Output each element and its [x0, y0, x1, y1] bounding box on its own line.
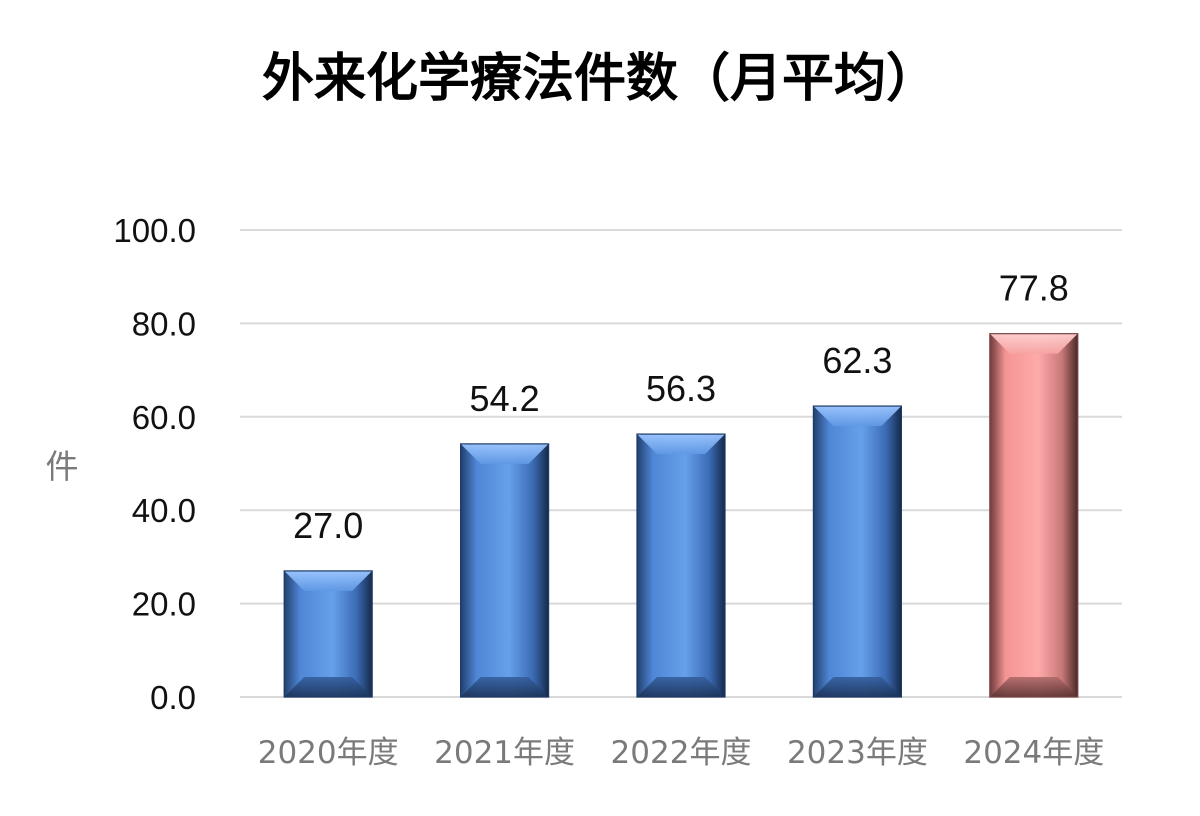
bar-body — [460, 443, 549, 697]
x-tick-label-2022年度: 2022年度 — [611, 735, 752, 771]
bar-top-bevel — [284, 570, 373, 591]
bar-top-bevel — [637, 434, 725, 455]
bar-outline — [989, 333, 1079, 698]
data-label-2024年度: 77.8 — [999, 268, 1069, 309]
bar-2022年度 — [636, 433, 726, 698]
bar-outline — [812, 405, 903, 698]
y-tick-label-1: 20.0 — [132, 586, 196, 623]
bar-2021年度 — [460, 443, 550, 698]
bar-bottom-bevel — [813, 677, 902, 697]
y-tick-label-0: 0.0 — [150, 679, 196, 716]
x-tick-label-2020年度: 2020年度 — [258, 735, 399, 771]
bar-outline — [636, 433, 726, 698]
bar-body — [637, 434, 725, 697]
bar-outline — [460, 443, 550, 698]
bar-top-bevel — [989, 333, 1078, 354]
bar-2023年度 — [812, 405, 903, 698]
bar-bottom-bevel — [460, 677, 549, 697]
chart-title: 外来化学療法件数（月平均） — [262, 49, 938, 109]
x-tick-label-2021年度: 2021年度 — [434, 735, 575, 771]
data-label-2022年度: 56.3 — [646, 368, 716, 409]
y-axis-label: 件 — [46, 447, 79, 486]
bar-bottom-bevel — [284, 677, 373, 697]
data-label-2020年度: 27.0 — [293, 505, 363, 546]
bar-top-bevel — [813, 406, 902, 427]
bar-bottom-bevel — [637, 677, 725, 697]
bar-top-bevel — [460, 443, 549, 464]
y-tick-label-5: 100.0 — [113, 212, 196, 249]
bar-2020年度 — [283, 570, 373, 698]
bar-body — [989, 333, 1078, 697]
x-tick-label-2024年度: 2024年度 — [963, 735, 1104, 771]
y-axis-ticks: 0.0 20.0 40.0 60.0 80.0 100.0 — [113, 212, 196, 716]
x-tick-label-2023年度: 2023年度 — [787, 735, 928, 771]
bar-outline — [283, 570, 373, 698]
y-tick-label-2: 40.0 — [132, 492, 196, 529]
bars — [283, 333, 1079, 698]
bar-bottom-bevel — [989, 677, 1078, 697]
bar-body — [284, 570, 373, 697]
bar-2024年度 — [989, 333, 1079, 698]
data-labels: 27.0 54.2 56.3 62.3 77.8 — [293, 268, 1069, 546]
x-axis-ticks: 2020年度 2021年度 2022年度 2023年度 2024年度 — [258, 735, 1105, 771]
y-tick-label-4: 80.0 — [132, 305, 196, 342]
data-label-2021年度: 54.2 — [470, 378, 540, 419]
bar-body — [813, 406, 902, 697]
y-tick-label-3: 60.0 — [132, 399, 196, 436]
data-label-2023年度: 62.3 — [822, 340, 892, 381]
